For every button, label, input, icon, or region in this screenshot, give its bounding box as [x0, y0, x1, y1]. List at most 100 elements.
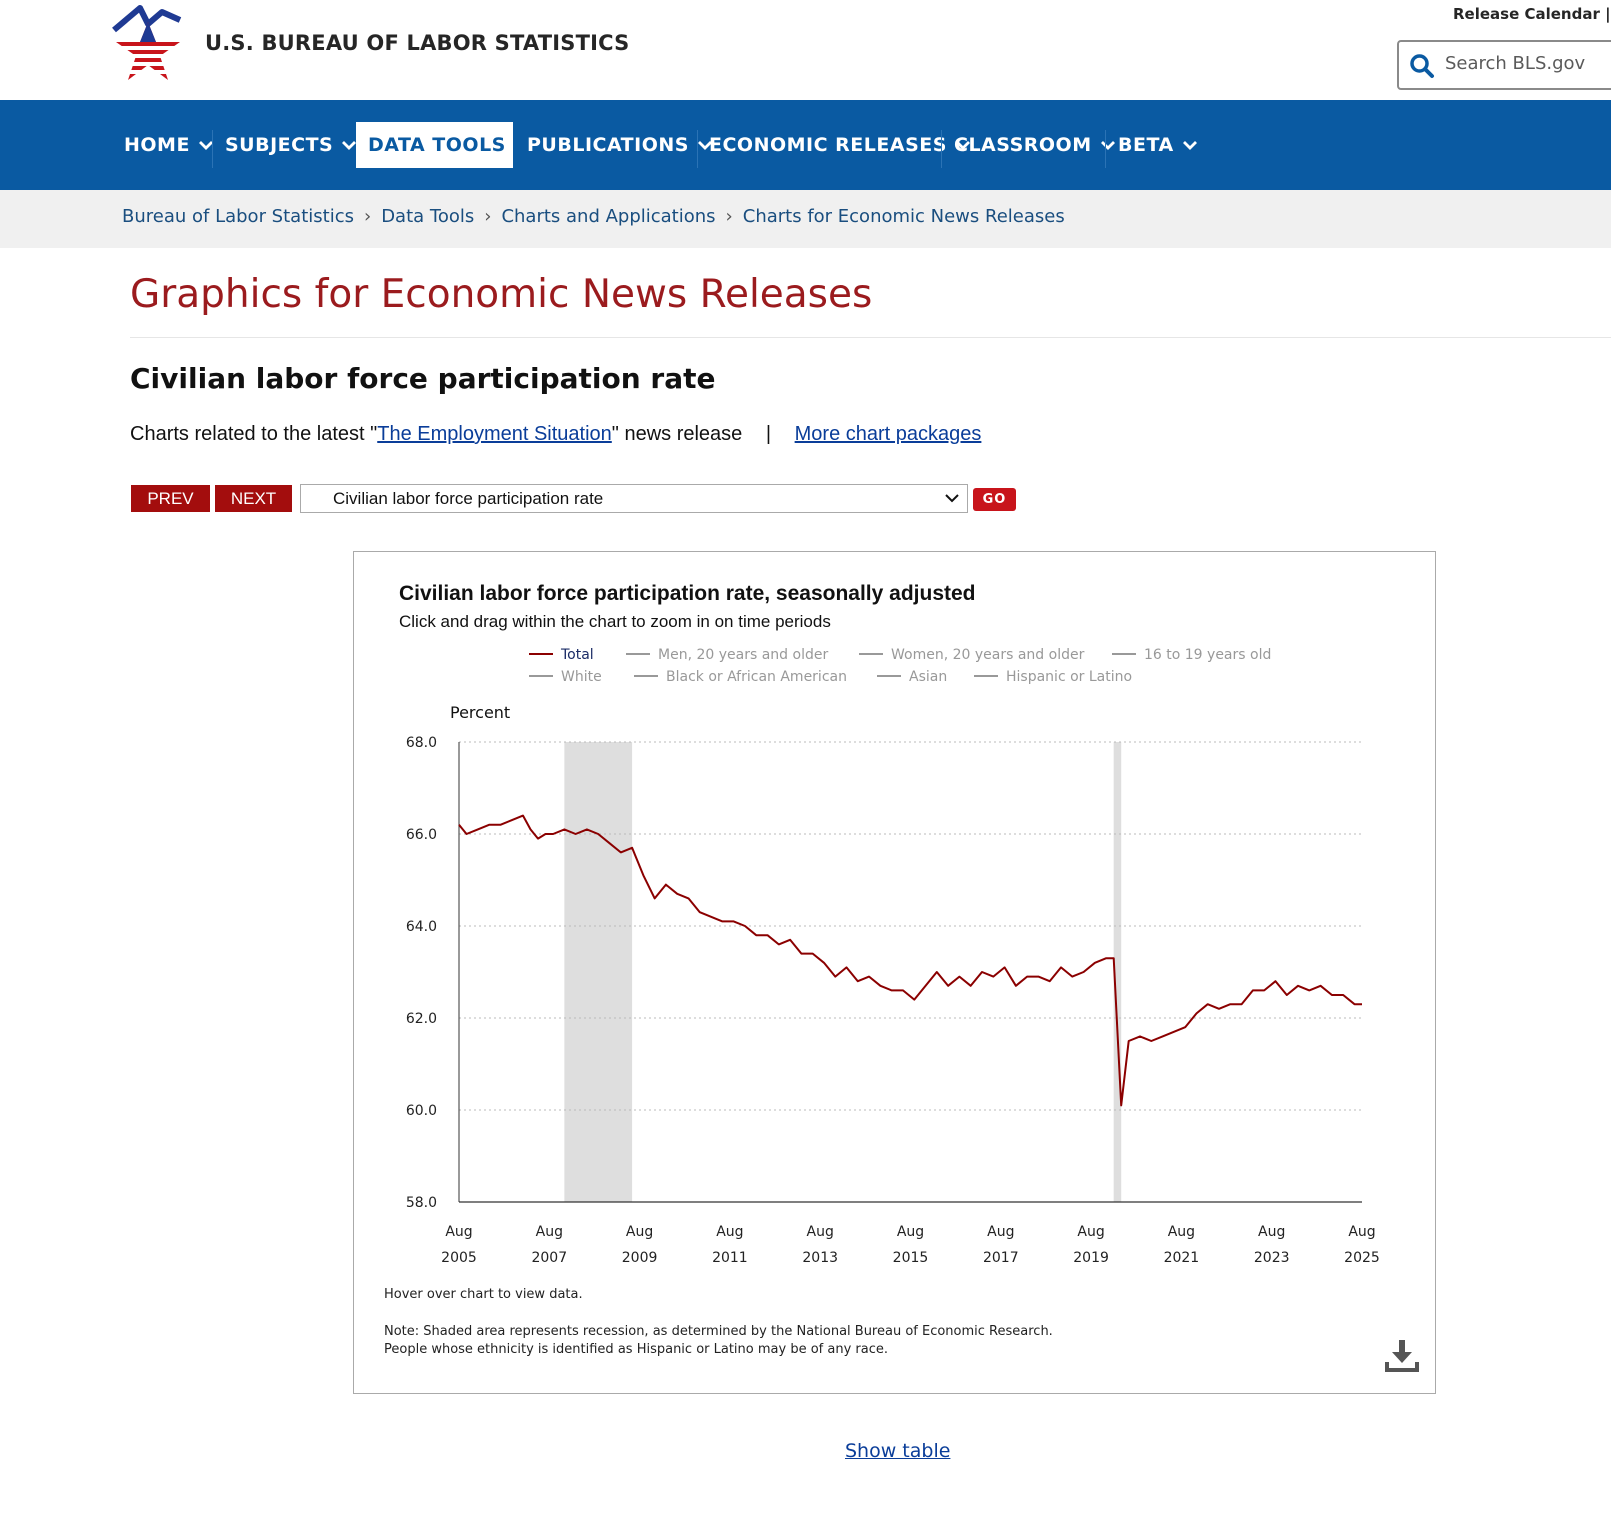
- nav-subjects-label: SUBJECTS: [225, 134, 334, 156]
- recession-band: [1113, 742, 1122, 1202]
- related-suffix: " news release: [611, 423, 743, 445]
- chart-title: Civilian labor force participation rate,…: [399, 582, 976, 605]
- x-tick-label: Aug: [987, 1224, 1014, 1240]
- employment-situation-link[interactable]: The Employment Situation: [377, 423, 612, 445]
- nav-data-tools[interactable]: DATA TOOLS: [356, 122, 513, 168]
- breadcrumb: Bureau of Labor Statistics › Data Tools …: [0, 190, 1611, 248]
- nav-subjects[interactable]: SUBJECTS: [213, 122, 369, 168]
- nav-classroom-label: CLASSROOM: [954, 134, 1092, 156]
- nav-home[interactable]: HOME: [112, 122, 226, 168]
- chart-note-recession: Note: Shaded area represents recession, …: [384, 1324, 1053, 1339]
- x-tick-label: Aug: [716, 1224, 743, 1240]
- search-box[interactable]: [1397, 40, 1611, 90]
- next-button[interactable]: NEXT: [215, 485, 292, 512]
- legend-item[interactable]: Asian: [909, 669, 947, 685]
- x-tick-label: Aug: [445, 1224, 472, 1240]
- x-tick-label: 2011: [712, 1250, 748, 1266]
- separator: |: [765, 423, 772, 445]
- y-tick-label: 66.0: [406, 827, 437, 843]
- y-tick-label: 62.0: [406, 1011, 437, 1027]
- x-tick-label: Aug: [1258, 1224, 1285, 1240]
- chart-select-value: Civilian labor force participation rate: [333, 489, 604, 508]
- x-tick-label: 2009: [622, 1250, 658, 1266]
- legend-item[interactable]: Hispanic or Latino: [1006, 669, 1132, 685]
- legend-item[interactable]: Men, 20 years and older: [658, 647, 828, 663]
- show-table-link[interactable]: Show table: [845, 1440, 951, 1462]
- legend-item[interactable]: White: [561, 669, 602, 685]
- legend-item[interactable]: Black or African American: [666, 669, 847, 685]
- chevron-right-icon: ›: [363, 206, 372, 227]
- chart-note-hispanic: People whose ethnicity is identified as …: [384, 1342, 888, 1357]
- chart-panel: Civilian labor force participation rate,…: [353, 551, 1436, 1394]
- site-header: U.S. BUREAU OF LABOR STATISTICS Release …: [0, 0, 1611, 100]
- y-tick-label: 64.0: [406, 919, 437, 935]
- x-tick-label: 2015: [893, 1250, 929, 1266]
- legend-item[interactable]: 16 to 19 years old: [1144, 647, 1271, 663]
- x-tick-label: Aug: [897, 1224, 924, 1240]
- x-tick-label: 2013: [802, 1250, 838, 1266]
- x-tick-label: Aug: [1348, 1224, 1375, 1240]
- nav-publications-label: PUBLICATIONS: [527, 134, 689, 156]
- download-icon[interactable]: [1384, 1338, 1420, 1374]
- x-tick-label: Aug: [536, 1224, 563, 1240]
- x-tick-label: 2019: [1073, 1250, 1109, 1266]
- nav-home-label: HOME: [124, 134, 190, 156]
- related-line: Charts related to the latest "The Employ…: [130, 423, 981, 446]
- release-calendar-link[interactable]: Release Calendar | S: [1453, 5, 1611, 23]
- breadcrumb-item-charts-news-releases[interactable]: Charts for Economic News Releases: [742, 206, 1065, 227]
- chevron-down-icon: [955, 141, 970, 150]
- site-title[interactable]: U.S. BUREAU OF LABOR STATISTICS: [205, 31, 630, 55]
- chart-select[interactable]: Civilian labor force participation rate: [300, 484, 968, 513]
- search-input[interactable]: [1443, 52, 1611, 75]
- x-tick-label: 2025: [1344, 1250, 1380, 1266]
- bls-logo[interactable]: [110, 2, 186, 86]
- x-tick-label: 2023: [1254, 1250, 1290, 1266]
- chevron-down-icon: [342, 141, 357, 150]
- x-tick-label: 2005: [441, 1250, 477, 1266]
- page-title: Graphics for Economic News Releases: [130, 272, 873, 317]
- x-tick-label: 2021: [1164, 1250, 1200, 1266]
- x-tick-label: Aug: [807, 1224, 834, 1240]
- title-divider: [130, 337, 1611, 338]
- y-tick-label: 58.0: [406, 1195, 437, 1211]
- chevron-down-icon: [1182, 141, 1197, 150]
- x-tick-label: 2007: [531, 1250, 567, 1266]
- y-axis-label: Percent: [450, 703, 510, 722]
- go-button[interactable]: GO: [973, 488, 1016, 511]
- legend-item[interactable]: Women, 20 years and older: [891, 647, 1085, 663]
- search-icon[interactable]: [1409, 53, 1435, 79]
- nav-publications[interactable]: PUBLICATIONS: [515, 122, 725, 168]
- chevron-down-icon: [697, 141, 712, 150]
- y-tick-label: 68.0: [406, 735, 437, 751]
- series-line-total: [458, 814, 1362, 1107]
- prev-button[interactable]: PREV: [131, 485, 210, 512]
- main-nav: HOME SUBJECTS DATA TOOLS PUBLICATIONS EC…: [0, 100, 1611, 190]
- nav-economic-releases[interactable]: ECONOMIC RELEASES: [697, 122, 983, 168]
- x-tick-label: Aug: [1168, 1224, 1195, 1240]
- hover-note: Hover over chart to view data.: [384, 1287, 583, 1302]
- chevron-down-icon: [945, 494, 959, 503]
- nav-beta[interactable]: BETA: [1106, 122, 1210, 168]
- recession-band: [564, 742, 633, 1202]
- chart-heading: Civilian labor force participation rate: [130, 362, 716, 395]
- chevron-down-icon: [198, 141, 213, 150]
- chevron-down-icon: [1100, 141, 1115, 150]
- x-tick-label: Aug: [1077, 1224, 1104, 1240]
- x-tick-label: 2017: [983, 1250, 1019, 1266]
- related-prefix: Charts related to the latest ": [130, 423, 378, 445]
- chevron-right-icon: ›: [484, 206, 492, 227]
- x-tick-label: Aug: [626, 1224, 653, 1240]
- nav-economic-releases-label: ECONOMIC RELEASES: [709, 134, 947, 156]
- nav-data-tools-label: DATA TOOLS: [368, 134, 506, 156]
- y-tick-label: 60.0: [406, 1103, 437, 1119]
- chevron-right-icon: ›: [725, 206, 733, 227]
- breadcrumb-item-charts-applications[interactable]: Charts and Applications: [501, 206, 716, 227]
- nav-beta-label: BETA: [1118, 134, 1174, 156]
- chart-subtitle: Click and drag within the chart to zoom …: [399, 612, 831, 631]
- breadcrumb-item-bls[interactable]: Bureau of Labor Statistics: [122, 206, 354, 227]
- legend-item[interactable]: Total: [560, 647, 594, 663]
- more-chart-packages-link[interactable]: More chart packages: [794, 423, 982, 445]
- nav-classroom[interactable]: CLASSROOM: [942, 122, 1128, 168]
- chart-svg[interactable]: 58.0 60.0 62.0 64.0 66.0 68.0 Percent Aug 2005 Au…: [354, 632, 1435, 1272]
- breadcrumb-item-data-tools[interactable]: Data Tools: [381, 206, 475, 227]
